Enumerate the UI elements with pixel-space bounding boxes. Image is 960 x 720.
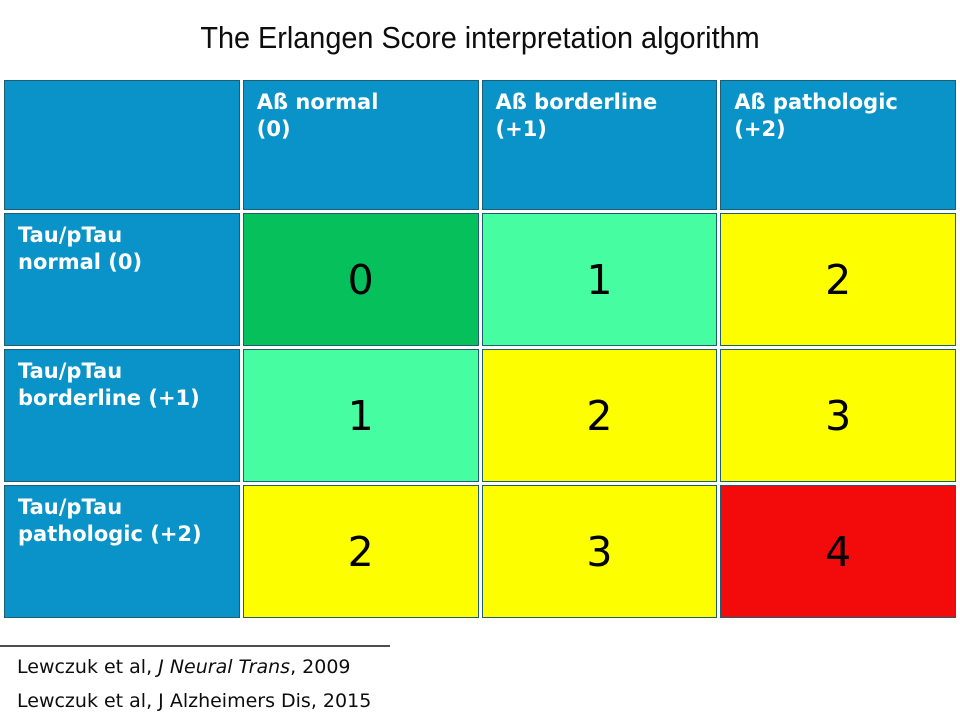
score-cell-r2-c1: 3 bbox=[481, 485, 718, 618]
corner-cell bbox=[4, 80, 240, 210]
erlangen-score-table: Aß normal (0) Aß borderline (+1) Aß path… bbox=[1, 77, 959, 621]
row-header-tau-pathologic: Tau/pTau pathologic (+2) bbox=[4, 485, 240, 618]
score-cell-r2-c2: 4 bbox=[720, 485, 956, 618]
table-row: Tau/pTau borderline (+1) 1 2 3 bbox=[4, 349, 956, 482]
score-cell-r0-c2: 2 bbox=[720, 213, 956, 346]
citation-2015-pre: Lewczuk et al, bbox=[17, 690, 159, 712]
citation-2015: Lewczuk et al, J Alzheimers Dis, 2015 bbox=[17, 684, 371, 718]
score-cell-r0-c1: 1 bbox=[481, 213, 718, 346]
citation-2009-journal: J Neural Trans bbox=[158, 656, 291, 678]
citation-2009-pre: Lewczuk et al, bbox=[17, 656, 159, 678]
citation-2015-journal: J Alzheimers Dis bbox=[158, 690, 311, 712]
citations-block: Lewczuk et al, J Neural Trans, 2009 Lewc… bbox=[17, 650, 371, 718]
citation-2015-post: , 2015 bbox=[310, 690, 372, 712]
row-header-tau-borderline: Tau/pTau borderline (+1) bbox=[4, 349, 240, 482]
citation-separator-line bbox=[0, 645, 390, 647]
table-row: Tau/pTau pathologic (+2) 2 3 4 bbox=[4, 485, 956, 618]
table-row: Tau/pTau normal (0) 0 1 2 bbox=[4, 213, 956, 346]
score-cell-r1-c2: 3 bbox=[720, 349, 956, 482]
score-cell-r2-c0: 2 bbox=[242, 485, 479, 618]
row-header-tau-normal: Tau/pTau normal (0) bbox=[4, 213, 240, 346]
col-header-ab-pathologic: Aß pathologic (+2) bbox=[720, 80, 956, 210]
page-title: The Erlangen Score interpretation algori… bbox=[200, 20, 760, 55]
citation-2009: Lewczuk et al, J Neural Trans, 2009 bbox=[17, 650, 371, 684]
score-cell-r0-c0: 0 bbox=[242, 213, 479, 346]
col-header-ab-normal: Aß normal (0) bbox=[242, 80, 479, 210]
col-header-ab-borderline: Aß borderline (+1) bbox=[481, 80, 718, 210]
score-cell-r1-c0: 1 bbox=[242, 349, 479, 482]
table-header-row: Aß normal (0) Aß borderline (+1) Aß path… bbox=[4, 80, 956, 210]
citation-2009-post: , 2009 bbox=[290, 656, 351, 678]
score-cell-r1-c1: 2 bbox=[481, 349, 718, 482]
